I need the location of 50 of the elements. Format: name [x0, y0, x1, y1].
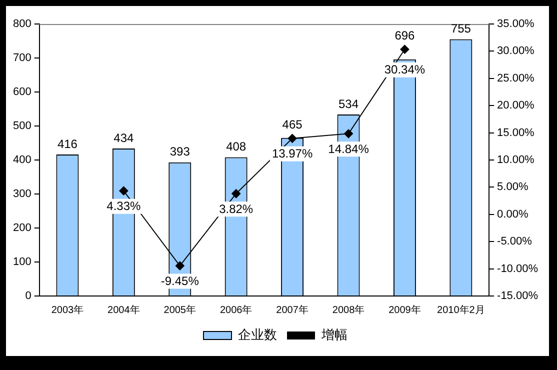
x-tick-label: 2007年 [276, 304, 308, 316]
y-tick-label: 800 [12, 18, 32, 30]
y2-tick-label: -15.00% [497, 290, 538, 302]
y-tick-label: 400 [12, 154, 32, 166]
point [400, 44, 410, 54]
point [232, 189, 241, 198]
data-label: 393 [170, 144, 190, 159]
x-tick-label: 2010年2月 [437, 304, 485, 316]
data-label: 4.33% [106, 199, 142, 214]
y2-tick-label: -5.00% [497, 236, 532, 248]
y2-tick-label: -10.00% [497, 262, 538, 275]
data-label: 696 [394, 28, 416, 43]
y-tick-label: 700 [12, 52, 32, 64]
y2-tick-label: 25.00% [497, 72, 535, 84]
legend-label: 增幅 [320, 327, 348, 342]
y2-tick-label: 10.00% [497, 154, 535, 166]
y-tick-label: 300 [12, 188, 32, 200]
point [288, 134, 297, 143]
x-tick-label: 2005年 [164, 304, 196, 316]
data-label: 434 [114, 130, 134, 145]
x-tick-label: 2009年 [388, 304, 421, 316]
data-label: -9.45% [160, 274, 200, 288]
y-tick-label: 200 [12, 222, 32, 234]
y2-tick-label: 0.00% [497, 208, 528, 220]
y2-tick-label: 30.00% [497, 45, 535, 58]
legend-label: 企业数 [238, 327, 277, 342]
data-label: 416 [57, 136, 78, 151]
x-tick-label: 2004年 [108, 304, 140, 316]
data-label: 30.34% [384, 62, 426, 77]
data-label: 408 [226, 140, 246, 154]
y-tick-label: 100 [12, 256, 32, 268]
point [175, 261, 184, 270]
point [344, 129, 354, 138]
y2-tick-label: 20.00% [497, 100, 535, 112]
y2-tick-label: 35.00% [497, 18, 535, 30]
x-tick-label: 2003年 [51, 304, 84, 316]
y-tick-label: 600 [12, 86, 32, 98]
data-label: 755 [450, 22, 472, 36]
point [119, 186, 128, 196]
y2-tick-label: 5.00% [497, 181, 528, 194]
data-label: 14.84% [328, 142, 370, 156]
y2-tick-label: 15.00% [497, 126, 535, 139]
y-tick-label: 0 [25, 290, 32, 302]
data-label: 465 [282, 118, 303, 132]
y-tick-label: 500 [12, 120, 32, 132]
x-tick-label: 2008年 [332, 304, 365, 316]
x-tick-label: 2006年 [220, 304, 252, 316]
data-label: 13.97% [272, 146, 313, 161]
data-label: 534 [338, 96, 359, 111]
data-label: 3.82% [219, 202, 254, 216]
